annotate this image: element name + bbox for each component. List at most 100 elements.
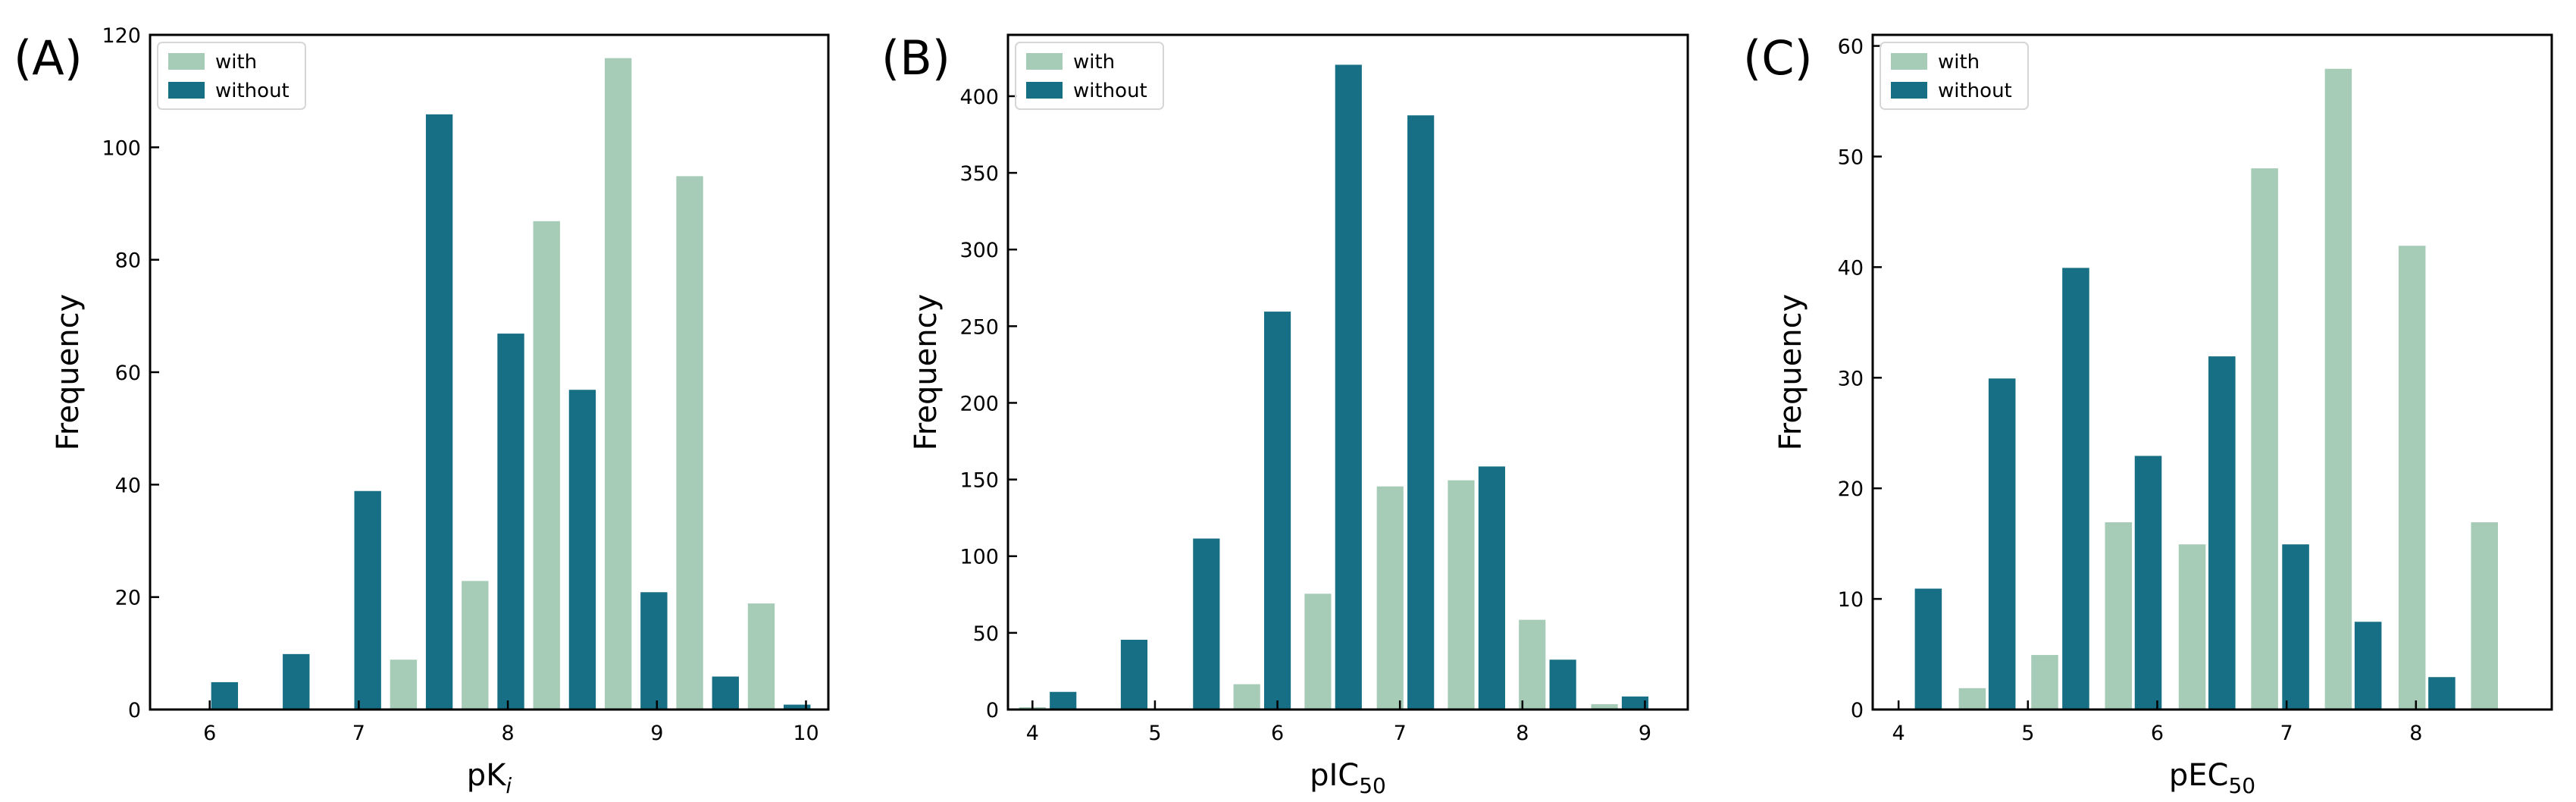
- x-tick-label: 4: [1026, 722, 1039, 745]
- x-axis-label-main: pIC: [1310, 758, 1359, 793]
- bar-with: [1957, 686, 1988, 711]
- x-tick-label: 6: [203, 722, 216, 745]
- legend-label-with: with: [1938, 51, 1980, 74]
- bar-without: [1048, 690, 1078, 711]
- bar-with: [2030, 653, 2060, 711]
- bar-without: [2207, 355, 2237, 710]
- x-tick-label: 8: [2409, 722, 2422, 745]
- y-tick-label: 0: [128, 699, 141, 722]
- bar-with: [388, 658, 419, 710]
- y-tick-label: 0: [986, 699, 999, 722]
- bar-with: [2323, 67, 2354, 710]
- bar-without: [2427, 675, 2457, 710]
- x-axis-label-subscript: i: [505, 773, 512, 798]
- y-tick-label: 300: [959, 239, 999, 262]
- chart-area: 6 7 8 9 10020406080100120pKiFrequencywithwit…: [51, 24, 830, 798]
- bar-without: [567, 388, 598, 710]
- bar-without: [2352, 620, 2384, 710]
- plot-frame: [1006, 33, 1689, 711]
- y-axis-label: Frequency: [909, 294, 944, 451]
- y-tick-label: 60: [115, 362, 141, 385]
- y-tick-label: 100: [102, 136, 141, 160]
- y-tick-label: 40: [1838, 256, 1864, 280]
- chart-area: 4 5 6 7 80102030405060pEC50Frequencywithwith…: [1773, 33, 2553, 798]
- y-tick-label: 200: [959, 392, 999, 415]
- bar-with: [1517, 618, 1548, 711]
- legend-swatch-without: [168, 82, 205, 99]
- x-tick-label: 5: [1148, 722, 1161, 745]
- bar-without: [496, 332, 526, 710]
- legend-label-without: without: [215, 80, 290, 102]
- bar-without: [1548, 658, 1578, 710]
- bar-without: [209, 680, 240, 711]
- x-tick-label: 6: [1271, 722, 1284, 745]
- x-tick-label: 4: [1892, 722, 1905, 745]
- panel-b: (B) 4 5 6 7 8 9050100150200250300350400pIC50F…: [881, 30, 1689, 798]
- y-tick-label: 350: [959, 162, 999, 186]
- bar-with: [746, 602, 777, 710]
- panel-a: (A) 6 7 8 9 10020406080100120pKiFrequencywit…: [14, 24, 830, 798]
- x-axis-label-main: pK: [467, 758, 507, 793]
- legend-label-with: with: [215, 51, 257, 74]
- x-tick-label: 10: [793, 722, 818, 745]
- y-tick-label: 150: [959, 469, 999, 493]
- y-tick-label: 10: [1838, 588, 1864, 612]
- legend-label-without: without: [1073, 80, 1147, 102]
- legend-swatch-with: [1891, 53, 1927, 70]
- x-axis-label-subscript: 50: [2228, 773, 2255, 798]
- x-tick-label: 8: [501, 722, 514, 745]
- y-tick-label: 120: [102, 24, 141, 48]
- x-axis-label-main: pEC: [2169, 758, 2229, 793]
- bar-without: [639, 591, 669, 710]
- bar-without: [1333, 63, 1363, 710]
- x-tick-label: 9: [1639, 722, 1651, 745]
- bar-with: [1232, 682, 1262, 711]
- y-axis-label: Frequency: [51, 294, 86, 451]
- y-tick-label: 30: [1838, 367, 1864, 390]
- panel-c: (C) 4 5 6 7 80102030405060pEC50Frequencywith…: [1743, 30, 2553, 798]
- x-tick-label: 7: [2280, 722, 2293, 745]
- bar-with: [2396, 244, 2427, 710]
- y-tick-label: 50: [973, 622, 999, 646]
- bar-without: [1913, 587, 1944, 710]
- bar-with: [2469, 520, 2500, 711]
- bar-without: [2133, 454, 2164, 710]
- panel-label: (C): [1743, 30, 1813, 86]
- bar-with: [2249, 167, 2280, 710]
- legend-swatch-with: [168, 53, 205, 70]
- x-tick-label: 7: [1394, 722, 1407, 745]
- bar-with: [460, 579, 490, 711]
- y-tick-label: 100: [959, 546, 999, 569]
- bar-with: [2103, 520, 2134, 711]
- legend-swatch-without: [1026, 82, 1063, 99]
- bar-with: [675, 174, 705, 710]
- legend-swatch-without: [1891, 82, 1927, 99]
- bar-with: [1446, 478, 1476, 710]
- y-tick-label: 50: [1838, 146, 1864, 169]
- y-tick-label: 60: [1838, 36, 1864, 59]
- x-tick-label: 5: [2021, 722, 2034, 745]
- x-axis-label: pEC50: [2169, 758, 2255, 798]
- bar-without: [1986, 377, 2017, 710]
- bar-with: [531, 219, 562, 710]
- bar-without: [1406, 114, 1436, 710]
- panel-label: (B): [881, 30, 950, 86]
- bar-without: [1262, 310, 1293, 711]
- bar-with: [603, 56, 634, 710]
- bar-without: [352, 489, 383, 710]
- bar-without: [1191, 537, 1222, 710]
- x-axis-label: pIC50: [1310, 758, 1386, 798]
- bar-without: [281, 652, 311, 710]
- legend-label-with: with: [1073, 51, 1115, 74]
- bar-without: [2280, 543, 2311, 710]
- x-tick-label: 9: [650, 722, 663, 745]
- bar-with: [1303, 592, 1333, 710]
- y-tick-label: 20: [1838, 478, 1864, 501]
- legend-swatch-with: [1026, 53, 1063, 70]
- y-tick-label: 80: [115, 249, 141, 273]
- y-tick-label: 250: [959, 315, 999, 339]
- y-tick-label: 40: [115, 474, 141, 497]
- x-tick-label: 6: [2151, 722, 2164, 745]
- bar-without: [710, 675, 740, 710]
